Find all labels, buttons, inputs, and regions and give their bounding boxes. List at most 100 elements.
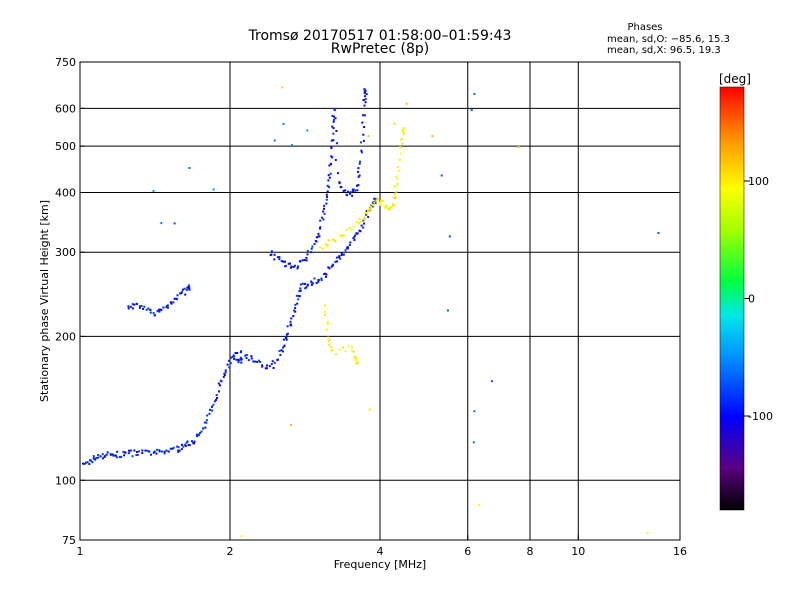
echo-point	[326, 190, 329, 193]
echo-point	[338, 255, 341, 258]
echo-point	[355, 358, 358, 361]
y-tick-label: 200	[55, 330, 76, 343]
echo-point	[328, 164, 331, 167]
echo-point	[402, 133, 405, 136]
echo-point	[157, 308, 160, 311]
echo-point	[127, 452, 130, 455]
y-tick-label: 750	[55, 56, 76, 69]
echo-point	[276, 358, 279, 361]
echo-point	[331, 125, 334, 128]
echo-point	[311, 245, 314, 248]
echo-point	[365, 213, 368, 216]
echo-point	[402, 128, 405, 131]
x-tick-label: 1	[77, 545, 84, 558]
echo-point	[170, 302, 173, 305]
echo-point	[106, 451, 109, 454]
echo-point	[149, 309, 152, 312]
echo-point	[470, 109, 473, 112]
echo-point	[325, 273, 328, 276]
echo-point	[323, 212, 326, 215]
echo-point	[327, 323, 330, 325]
echo-point	[338, 182, 341, 185]
echo-point	[215, 394, 218, 397]
echo-point	[310, 283, 313, 286]
echo-point	[197, 434, 200, 437]
echo-point	[355, 362, 358, 365]
y-tick-label: 75	[62, 534, 76, 547]
echo-point	[315, 236, 318, 239]
echo-point	[158, 450, 161, 453]
echo-point	[356, 184, 358, 187]
echo-point	[158, 449, 161, 452]
echo-point	[181, 290, 183, 293]
echo-point	[325, 328, 328, 331]
echo-point	[355, 356, 358, 359]
echo-point	[287, 332, 289, 335]
echo-point	[305, 286, 308, 289]
echo-point	[405, 102, 408, 105]
echo-point	[281, 86, 284, 89]
echo-point	[360, 149, 363, 152]
echo-point	[380, 200, 382, 203]
echo-point	[133, 449, 136, 452]
echo-point	[473, 410, 476, 413]
echo-point	[356, 361, 359, 364]
echo-point	[196, 435, 198, 438]
echo-point	[176, 445, 179, 448]
echo-point	[332, 132, 335, 135]
echo-point	[299, 283, 302, 286]
stats-x-mode: mean, sd,X: 96.5, 19.3	[607, 45, 721, 56]
echo-point	[385, 206, 388, 209]
echo-point	[224, 369, 227, 372]
echo-point	[205, 421, 208, 424]
echo-point	[348, 244, 351, 246]
echo-point	[259, 361, 262, 363]
echo-point	[357, 184, 360, 187]
echo-point	[177, 450, 180, 453]
echo-point	[333, 238, 336, 241]
echo-point	[131, 455, 134, 458]
echo-point	[187, 444, 190, 447]
echo-point	[448, 235, 451, 238]
echo-point	[371, 205, 374, 208]
echo-point	[374, 200, 377, 203]
echo-point	[327, 336, 330, 339]
echo-point	[379, 203, 382, 206]
echo-point	[188, 444, 191, 447]
echo-point	[294, 303, 297, 306]
echo-point	[315, 282, 318, 284]
echo-point	[278, 258, 281, 261]
echo-point	[182, 288, 184, 291]
echo-point	[280, 349, 283, 352]
echo-point	[122, 450, 125, 453]
echo-point	[266, 364, 268, 367]
echo-point	[83, 462, 86, 465]
echo-point	[180, 292, 183, 295]
echo-point	[348, 227, 351, 230]
echo-point	[85, 461, 87, 464]
echo-point	[181, 443, 183, 446]
echo-point	[301, 259, 304, 262]
echo-point	[129, 449, 132, 452]
echo-point	[325, 243, 327, 246]
echo-point	[385, 205, 388, 208]
echo-point	[332, 127, 335, 130]
echo-point	[211, 409, 214, 412]
echo-point	[399, 158, 402, 161]
echo-point	[88, 463, 91, 465]
echo-point	[216, 397, 219, 399]
echo-point	[401, 142, 404, 145]
echo-point	[332, 120, 335, 123]
echo-point	[297, 295, 300, 297]
echo-point	[387, 206, 390, 209]
x-tick-label: 6	[464, 545, 471, 558]
echo-point	[341, 346, 344, 349]
echo-point	[292, 315, 295, 317]
echo-point	[222, 376, 225, 378]
echo-point	[135, 454, 138, 456]
echo-point	[327, 340, 330, 343]
echo-point	[344, 350, 347, 353]
echo-point	[111, 453, 114, 456]
echo-point	[400, 152, 403, 155]
echo-point	[178, 449, 181, 452]
